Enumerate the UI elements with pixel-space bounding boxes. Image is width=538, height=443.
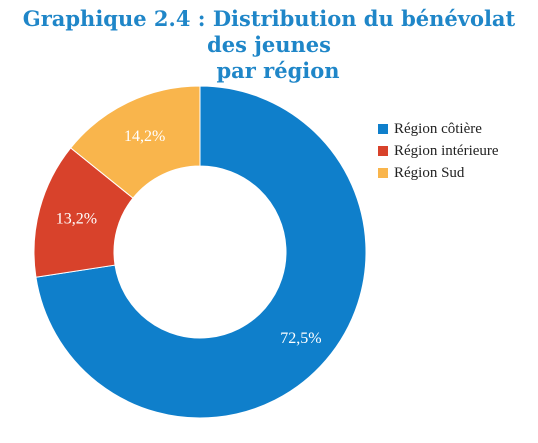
legend-label-interior: Région intérieure	[394, 142, 499, 159]
legend-swatch-coastal	[378, 124, 388, 134]
legend-item-coastal: Région côtière	[378, 118, 499, 140]
legend-swatch-south	[378, 168, 388, 178]
data-label-interior: 13,2%	[56, 210, 97, 227]
legend-label-coastal: Région côtière	[394, 120, 482, 137]
legend-item-south: Région Sud	[378, 162, 499, 184]
legend-swatch-interior	[378, 146, 388, 156]
chart-title-line-2: par région	[216, 58, 340, 83]
data-label-south: 14,2%	[124, 128, 165, 145]
data-label-coastal: 72,5%	[280, 330, 321, 347]
legend-label-south: Région Sud	[394, 164, 465, 181]
chart-title-line-1: Graphique 2.4 : Distribution du bénévola…	[22, 6, 516, 57]
slice-south	[69, 85, 201, 199]
slice-coastal	[35, 85, 367, 419]
legend-item-interior: Région intérieure	[378, 140, 499, 162]
legend: Région côtière Région intérieure Région …	[378, 118, 499, 184]
chart-title: Graphique 2.4 : Distribution du bénévola…	[0, 6, 538, 84]
